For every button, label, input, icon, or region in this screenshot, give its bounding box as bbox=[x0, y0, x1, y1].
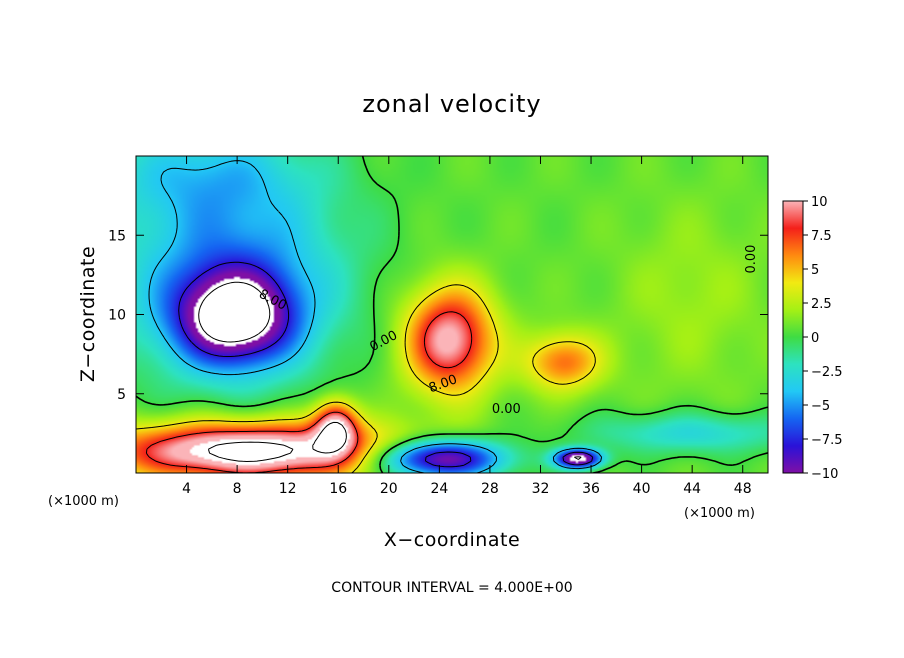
colorbar-tick-label: 0 bbox=[811, 331, 819, 346]
contour-level bbox=[198, 281, 582, 460]
y-tick-label: 15 bbox=[108, 228, 126, 244]
colorbar-tick-label: −10 bbox=[811, 467, 838, 482]
y-axis-label: Z−coordinate bbox=[77, 246, 99, 382]
contour-level bbox=[148, 160, 603, 473]
x-tick-label: 28 bbox=[481, 481, 499, 497]
contour-level bbox=[136, 156, 768, 473]
y-tick-label: 5 bbox=[117, 387, 126, 403]
colorbar-tick-label: 5 bbox=[811, 263, 819, 278]
x-tick-label: 12 bbox=[279, 481, 297, 497]
x-unit-left: (×1000 m) bbox=[48, 494, 119, 509]
y-tick-label: 10 bbox=[108, 308, 126, 324]
x-tick-label: 40 bbox=[633, 481, 651, 497]
colorbar-tick-label: 2.5 bbox=[811, 297, 832, 312]
colorbar-ticks: 10 7.5 5 2.5 0 −2.5 −5 −7.5 −10 bbox=[803, 195, 843, 482]
x-tick-label: 8 bbox=[233, 481, 242, 497]
chart-title: zonal velocity bbox=[362, 90, 541, 118]
colorbar-tick-label: −2.5 bbox=[811, 365, 843, 380]
colorbar-tick-label: 10 bbox=[811, 195, 828, 210]
x-axis-label: X−coordinate bbox=[384, 529, 520, 551]
colorbar-tick-label: −7.5 bbox=[811, 433, 843, 448]
x-tick-label: 20 bbox=[380, 481, 398, 497]
x-tick-label: 32 bbox=[532, 481, 550, 497]
contour-level bbox=[178, 261, 594, 468]
x-tick-label: 4 bbox=[182, 481, 191, 497]
contour-interval-note: CONTOUR INTERVAL = 4.000E+00 bbox=[331, 580, 572, 596]
x-axis-ticks: 4 8 12 16 20 24 28 32 36 40 44 48 bbox=[182, 156, 752, 497]
contour-lines bbox=[136, 156, 768, 473]
x-tick-label: 16 bbox=[329, 481, 347, 497]
x-tick-label: 24 bbox=[430, 481, 448, 497]
x-unit-right: (×1000 m) bbox=[684, 506, 755, 521]
x-tick-label: 44 bbox=[683, 481, 701, 497]
y-axis-ticks: 5 10 15 bbox=[108, 228, 768, 403]
velocity-field-image bbox=[136, 156, 768, 473]
contour-level bbox=[136, 284, 596, 473]
x-tick-label: 48 bbox=[734, 481, 752, 497]
x-tick-label: 36 bbox=[582, 481, 600, 497]
colorbar-tick-label: −5 bbox=[811, 399, 830, 414]
colorbar-tick-label: 7.5 bbox=[811, 229, 832, 244]
contour-label: 0.00 bbox=[744, 245, 759, 274]
contour-level bbox=[207, 421, 347, 462]
contour-label: 0.00 bbox=[492, 402, 521, 417]
colorbar bbox=[782, 200, 804, 474]
